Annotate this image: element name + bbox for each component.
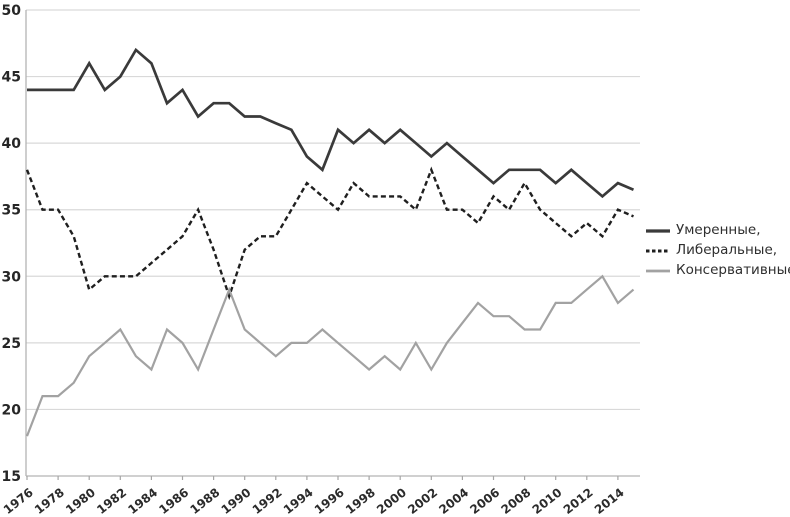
x-axis-tick-label: 1990: [219, 485, 254, 517]
x-axis-tick-label: 1994: [281, 485, 316, 517]
x-axis-tick-label: 1996: [312, 485, 347, 517]
x-axis-tick-label: 2010: [530, 485, 565, 517]
x-axis-tick-label: 1984: [125, 485, 160, 517]
x-axis-tick-label: 2014: [592, 485, 627, 517]
x-axis-tick-label: 1986: [156, 485, 191, 517]
series-line-solid-gray: [25, 274, 635, 437]
series-line-dashed-black: [25, 166, 634, 301]
legend-label: Умеренные,: [676, 222, 761, 238]
x-axis-tick-label: 1998: [343, 485, 378, 517]
chart-legend: Умеренные, Либеральные, Консервативные: [646, 222, 790, 279]
legend-swatch-solid-dark: [646, 227, 670, 235]
legend-item: Умеренные,: [646, 222, 790, 239]
x-axis-tick-label: 1992: [250, 485, 285, 517]
series-line-solid-dark: [27, 47, 635, 199]
y-axis-tick-label: 35: [2, 203, 21, 219]
y-axis-tick-label: 45: [2, 70, 21, 86]
legend-swatch-dashed-black: [646, 247, 670, 255]
y-axis-tick-label: 20: [2, 402, 22, 418]
y-axis-tick-label: 25: [2, 336, 21, 352]
legend-label: Либеральные,: [676, 242, 778, 258]
x-axis-tick-label: 2000: [374, 485, 409, 517]
x-axis-tick-label: 2002: [405, 485, 440, 517]
x-axis-tick-label: 2004: [436, 485, 471, 517]
x-axis-tick-label: 2012: [561, 485, 596, 517]
legend-item: Либеральные,: [646, 242, 790, 259]
y-axis-tick-label: 40: [2, 136, 22, 152]
y-axis-tick-label: 15: [2, 469, 21, 485]
x-axis-tick-label: 1980: [63, 485, 98, 517]
x-axis-tick-label: 1978: [32, 485, 67, 517]
x-axis-tick-label: 1976: [1, 485, 36, 517]
x-axis-tick-label: 1982: [94, 485, 129, 517]
x-axis-tick-label: 1988: [188, 485, 223, 517]
y-axis-tick-label: 50: [2, 3, 22, 19]
legend-label: Консервативные: [676, 262, 790, 278]
legend-item: Консервативные: [646, 262, 790, 279]
x-axis-tick-label: 2008: [499, 485, 534, 517]
x-axis-tick-label: 2006: [467, 485, 502, 517]
y-axis-tick-label: 30: [2, 269, 22, 285]
legend-swatch-solid-gray: [646, 267, 670, 275]
